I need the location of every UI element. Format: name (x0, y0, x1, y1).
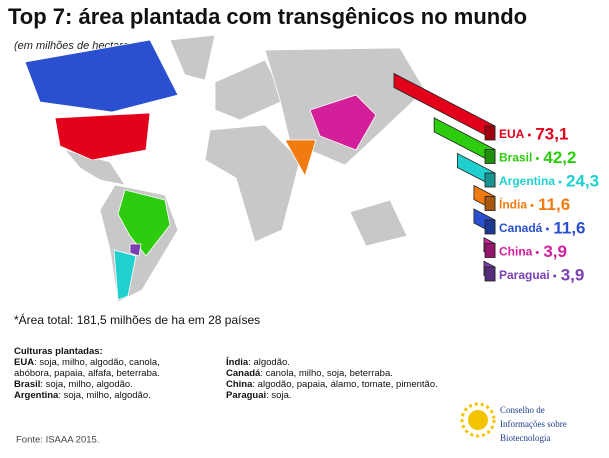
separator-dot (527, 133, 531, 137)
bar-front (484, 266, 496, 282)
crop-country: China (226, 379, 253, 390)
category-label: Canadá (499, 221, 543, 235)
crop-country: Índia (226, 357, 249, 368)
crop-country: Brasil (14, 379, 41, 390)
logo: Conselho de Informações sobre Biotecnolo… (460, 402, 567, 443)
value-label: 73,1 (535, 124, 568, 143)
value-label: 3,9 (561, 265, 585, 284)
crop-text: : soja, milho, algodão. (40, 379, 133, 390)
separator-dot (545, 227, 549, 231)
crop-country: Paraguai (226, 390, 267, 401)
separator-dot (535, 251, 539, 254)
crop-row: abóbora, papaia, alfafa, beterraba. (14, 368, 160, 379)
crop-text: : algodão. (248, 357, 290, 368)
logo-text: Biotecnologia (500, 433, 551, 443)
bar-front (484, 172, 496, 188)
logo-text: Conselho de (500, 405, 545, 415)
crop-country: Canadá (226, 368, 261, 379)
category-label: Paraguai (499, 268, 550, 282)
chart-title: Top 7: área plantada com transgênicos no… (8, 4, 527, 29)
bar-front (484, 196, 496, 211)
footnote: *Área total: 181,5 milhões de ha em 28 p… (14, 312, 260, 327)
crop-text: : soja, milho, algodão. (58, 390, 151, 401)
crops-left: Culturas plantadas: EUA: soja, milho, al… (14, 346, 160, 401)
value-label: 42,2 (543, 148, 576, 167)
crop-text: : soja. (266, 390, 292, 401)
category-label: Índia (499, 197, 527, 212)
bar-front (484, 149, 496, 164)
logo-text: Informações sobre (500, 419, 567, 429)
crop-row: China: algodão, papaia, álamo, tomate, p… (226, 379, 438, 390)
crop-text: : canola, milho, soja, beterraba. (260, 368, 393, 379)
crop-row: Paraguai: soja. (226, 390, 438, 401)
crop-row: EUA: soja, milho, algodão, canola, (14, 357, 160, 368)
crops-title: Culturas plantadas: (14, 346, 103, 357)
crop-country: Argentina (14, 390, 59, 401)
crop-row: Argentina: soja, milho, algodão. (14, 390, 160, 401)
bar-front (484, 125, 496, 141)
separator-dot (553, 274, 557, 278)
crop-row: Brasil: soja, milho, algodão. (14, 379, 160, 390)
crop-text: abóbora, papaia, alfafa, beterraba. (14, 368, 160, 379)
crop-text: : algodão, papaia, álamo, tomate, piment… (252, 379, 438, 390)
crops-right: Índia: algodão. Canadá: canola, milho, so… (226, 357, 438, 401)
category-label: Brasil (499, 151, 532, 165)
crop-text: : soja, milho, algodão, canola, (34, 357, 160, 368)
source: Fonte: ISAAA 2015. (16, 435, 99, 446)
value-label: 11,6 (553, 218, 585, 237)
crop-row: Canadá: canola, milho, soja, beterraba. (226, 368, 438, 379)
world-map (24, 34, 426, 303)
separator-dot (530, 204, 534, 207)
bar-front (484, 243, 496, 258)
category-label: Argentina (499, 174, 555, 188)
separator-dot (558, 180, 562, 184)
category-label: EUA (499, 127, 525, 141)
crop-row: Índia: algodão. (226, 357, 438, 368)
value-label: 11,6 (538, 195, 570, 214)
separator-dot (535, 157, 539, 160)
crop-country: EUA (14, 357, 35, 368)
value-label: 3,9 (543, 242, 567, 261)
bar-front (484, 219, 496, 235)
value-label: 24,3 (566, 171, 599, 190)
crops-list: EUA: soja, milho, algodão, canola, abóbor… (14, 357, 160, 401)
category-label: China (499, 245, 533, 259)
